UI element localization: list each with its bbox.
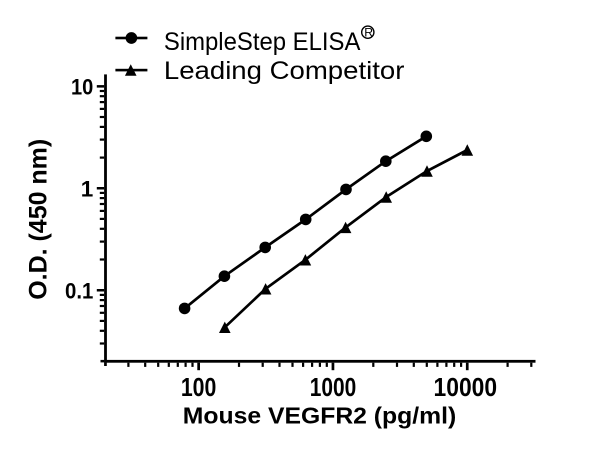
svg-text:10: 10 [71,75,93,100]
svg-text:0.1: 0.1 [65,278,93,303]
svg-text:Leading Competitor: Leading Competitor [164,58,405,85]
svg-text:Mouse VEGFR2 (pg/ml): Mouse VEGFR2 (pg/ml) [183,402,457,428]
svg-text:R: R [364,26,373,40]
svg-text:1: 1 [81,176,94,201]
svg-text:1000: 1000 [310,372,357,402]
svg-text:10000: 10000 [434,372,498,402]
svg-text:100: 100 [181,372,217,402]
svg-text:SimpleStep ELISA: SimpleStep ELISA [164,29,361,56]
svg-text:O.D. (450 nm): O.D. (450 nm) [25,139,53,300]
